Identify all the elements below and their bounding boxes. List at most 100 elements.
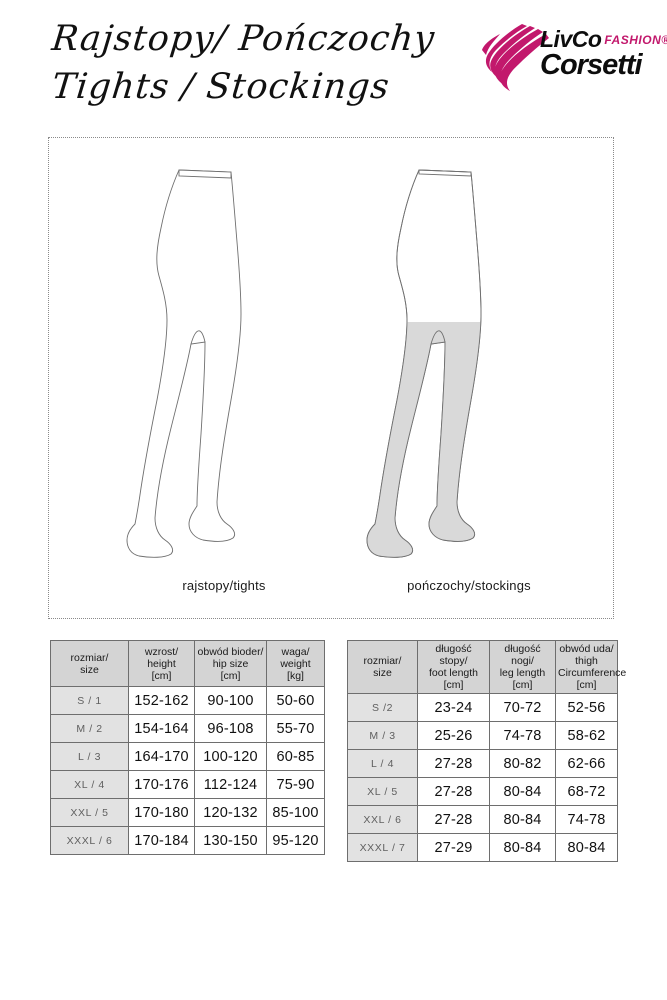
size-cell: XXL / 5 (50, 798, 129, 827)
header-line: leg length (499, 667, 546, 679)
size-cell: XXL / 6 (347, 805, 418, 834)
header-line: foot length (428, 667, 479, 679)
measurement-cell: 100-120 (194, 742, 267, 771)
header-line: [cm] (512, 679, 533, 691)
title-line-polish: Rajstopy/ Pończochy (49, 19, 437, 59)
brand-top-row: LivCo FASHION® (540, 26, 667, 52)
size-cell: L / 4 (347, 749, 418, 778)
header-line: obwód uda/ (559, 643, 614, 655)
header-line: [cm] (443, 679, 464, 691)
measurement-cell: 27-28 (417, 805, 490, 834)
stockings-illustration (366, 169, 482, 558)
header-line: hip size (212, 657, 249, 670)
size-cell: S / 1 (50, 686, 129, 715)
measurement-cell: 154-164 (128, 714, 195, 743)
figure-tights: rajstopy/tights (109, 138, 339, 620)
measurement-cell: 112-124 (194, 770, 267, 799)
header-line: size (80, 663, 99, 676)
size-cell: XXXL / 7 (347, 833, 418, 862)
page-title: Rajstopy/ Pończochy Tights / Stockings (49, 16, 482, 110)
measurement-cell: 170-180 (128, 798, 195, 827)
table-row: XXL / 5 170-180 120-132 85-100 (50, 798, 325, 827)
column-header-0: rozmiar/size (50, 640, 129, 687)
tights-illustration (126, 169, 242, 558)
table-row: L / 3 164-170 100-120 60-85 (50, 742, 325, 771)
figure-caption-stockings: pończochy/stockings (407, 578, 531, 593)
column-header-2: obwód bioder/hip size [cm] (194, 640, 267, 687)
table-body-tights: S / 1 152-162 90-100 50-60 M / 2 154-164 96-10… (50, 686, 325, 855)
swoosh-icon (478, 22, 550, 92)
figure-stockings: pończochy/stockings (349, 138, 589, 620)
brand-name-corsetti: Corsetti (540, 49, 643, 81)
measurement-cell: 170-176 (128, 770, 195, 799)
measurement-cell: 23-24 (417, 693, 490, 722)
table-row: XL / 4 170-176 112-124 75-90 (50, 770, 325, 799)
brand-logo: LivCo FASHION® Corsetti (478, 22, 667, 92)
header-line: thigh (575, 655, 598, 667)
header-line: [cm] (576, 679, 597, 691)
measurement-cell: 80-82 (489, 749, 556, 778)
measurement-cell: 80-84 (489, 777, 556, 806)
measurement-cell: 27-29 (417, 833, 490, 862)
measurement-cell: 80-84 (555, 833, 618, 862)
table-header-row: rozmiar/size wzrost/height [cm] obwód biode… (50, 640, 325, 687)
measurement-cell: 74-78 (489, 721, 556, 750)
table-header-tights: rozmiar/size wzrost/height [cm] obwód biode… (50, 640, 325, 687)
measurement-cell: 25-26 (417, 721, 490, 750)
measurement-cell: 130-150 (194, 826, 267, 855)
header-line: [cm] (220, 669, 241, 682)
measurement-cell: 68-72 (555, 777, 618, 806)
measurement-cell: 74-78 (555, 805, 618, 834)
column-header-0: rozmiar/size (347, 640, 418, 694)
header-line: długość nogi/ (504, 643, 541, 667)
header-line: wzrost/ (144, 645, 179, 658)
measurement-cell: 27-28 (417, 777, 490, 806)
measurement-cell: 80-84 (489, 805, 556, 834)
size-cell: XL / 5 (347, 777, 418, 806)
column-header-3: obwód uda/thigh Circumference [cm] (555, 640, 627, 694)
brand-wordmark: LivCo FASHION® Corsetti (540, 26, 667, 81)
header-line: rozmiar/ (70, 651, 109, 664)
measurement-cell: 152-162 (128, 686, 195, 715)
table-row: M / 3 25-26 74-78 58-62 (347, 721, 618, 750)
header-line: weight (280, 657, 311, 670)
table-row: XL / 5 27-28 80-84 68-72 (347, 777, 618, 806)
measurement-cell: 50-60 (266, 686, 325, 715)
brand-tagline-fashion: FASHION® (604, 33, 667, 47)
header-line: długość stopy/ (435, 643, 472, 667)
table-body-stockings: S /2 23-24 70-72 52-56 M / 3 25-26 74-78 58-62 L… (347, 693, 618, 862)
measurement-cell: 58-62 (555, 721, 618, 750)
header-line: height (147, 657, 176, 670)
table-row: XXXL / 7 27-29 80-84 80-84 (347, 833, 618, 862)
table-header-row: rozmiar/size długość stopy/foot length [cm… (347, 640, 627, 694)
size-cell: M / 3 (347, 721, 418, 750)
figure-caption-tights: rajstopy/tights (182, 578, 266, 593)
size-cell: M / 2 (50, 714, 129, 743)
measurement-cell: 95-120 (266, 826, 325, 855)
column-header-1: długość stopy/foot length [cm] (417, 640, 490, 694)
measurement-cell: 27-28 (417, 749, 490, 778)
column-header-2: długość nogi/leg length [cm] (489, 640, 556, 694)
table-row: XXL / 6 27-28 80-84 74-78 (347, 805, 618, 834)
header-line: [kg] (287, 669, 304, 682)
measurement-cell: 164-170 (128, 742, 195, 771)
measurement-cell: 75-90 (266, 770, 325, 799)
measurement-cell: 170-184 (128, 826, 195, 855)
measurement-cell: 85-100 (266, 798, 325, 827)
page-header: Rajstopy/ Pończochy Tights / Stockings (0, 0, 667, 130)
table-row: S / 1 152-162 90-100 50-60 (50, 686, 325, 715)
size-cell: L / 3 (50, 742, 129, 771)
measurement-cell: 52-56 (555, 693, 618, 722)
header-line: obwód bioder/ (197, 645, 264, 658)
column-header-1: wzrost/height [cm] (128, 640, 195, 687)
measurement-cell: 62-66 (555, 749, 618, 778)
column-header-3: waga/weight [kg] (266, 640, 325, 687)
measurement-cell: 60-85 (266, 742, 325, 771)
header-line: rozmiar/ (363, 655, 402, 667)
measurement-cell: 80-84 (489, 833, 556, 862)
header-line: Circumference (558, 667, 627, 679)
title-line-english: Tights / Stockings (49, 67, 392, 107)
illustration-panel: rajstopy/tights (48, 137, 614, 619)
measurement-cell: 70-72 (489, 693, 556, 722)
